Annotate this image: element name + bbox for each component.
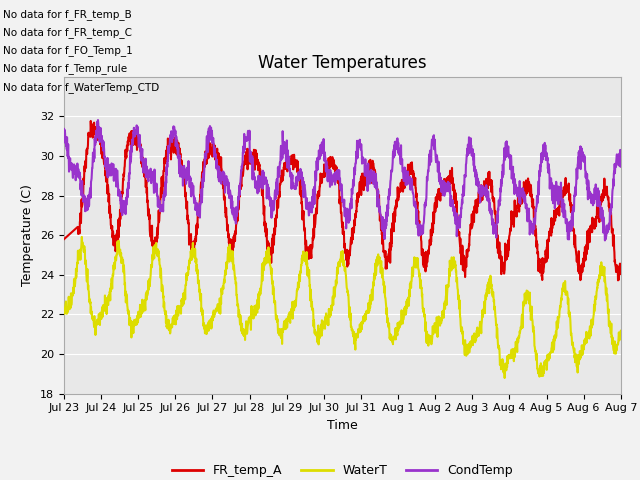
Y-axis label: Temperature (C): Temperature (C) bbox=[22, 184, 35, 286]
Text: No data for f_FR_temp_B: No data for f_FR_temp_B bbox=[3, 9, 132, 20]
Text: No data for f_Temp_rule: No data for f_Temp_rule bbox=[3, 63, 127, 74]
Title: Water Temperatures: Water Temperatures bbox=[258, 54, 427, 72]
Text: No data for f_WaterTemp_CTD: No data for f_WaterTemp_CTD bbox=[3, 82, 159, 93]
Text: No data for f_FR_temp_C: No data for f_FR_temp_C bbox=[3, 27, 132, 38]
X-axis label: Time: Time bbox=[327, 419, 358, 432]
Legend: FR_temp_A, WaterT, CondTemp: FR_temp_A, WaterT, CondTemp bbox=[167, 459, 518, 480]
Text: No data for f_FO_Temp_1: No data for f_FO_Temp_1 bbox=[3, 45, 133, 56]
